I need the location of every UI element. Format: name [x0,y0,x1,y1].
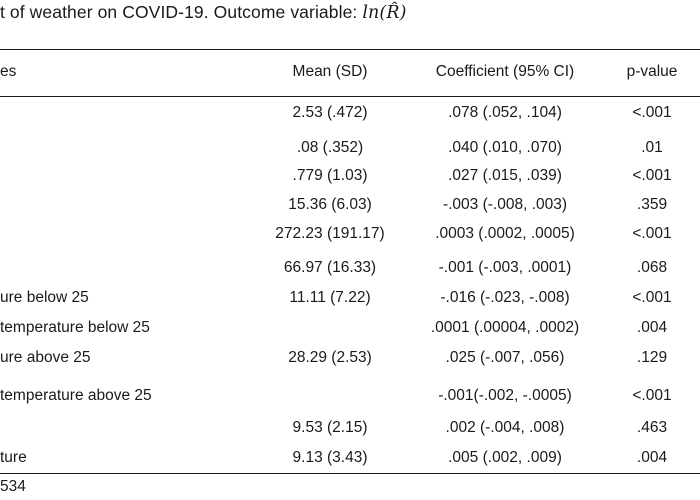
cell-coefficient: -.016 (-.023, -.008) [440,289,570,306]
cell-p-value: .004 [636,449,668,466]
header-p-value: p-value [626,63,678,80]
cell-p-value: .359 [636,196,668,213]
cell-mean: 9.13 (3.43) [292,449,368,466]
cell-coefficient: .0001 (.00004, .0002) [430,319,580,336]
caption-math: ln(R̂) [362,3,407,23]
cell-coefficient: .027 (.015, .039) [448,167,562,184]
cell-coefficient: -.003 (-.008, .003) [442,196,568,213]
cell-p-value: .01 [641,139,663,156]
cell-coefficient: .005 (.002, .009) [448,449,562,466]
cell-p-value: <.001 [632,289,672,306]
cell-mean: 66.97 (16.33) [283,259,377,276]
cell-mean: .779 (1.03) [292,167,368,184]
cell-mean: 2.53 (.472) [292,104,368,121]
cell-p-value: <.001 [632,104,672,121]
table-top-rule [0,49,700,50]
cell-coefficient: .002 (-.004, .008) [445,419,565,436]
cell-coefficient: -.001(-.002, -.0005) [438,387,572,404]
cell-variable: ure above 25 [0,349,91,366]
cell-p-value: <.001 [632,387,672,404]
cell-variable: ture [0,449,27,466]
cell-mean: 9.53 (2.15) [292,419,368,436]
cell-p-value: .068 [636,259,668,276]
header-variable: es [0,63,17,80]
cell-mean: .08 (.352) [296,139,364,156]
cell-p-value: .129 [636,349,668,366]
table-header-rule [0,96,700,97]
table-bottom-rule [0,473,700,474]
header-mean: Mean (SD) [292,63,368,80]
cell-coefficient: -.001 (-.003, .0001) [438,259,572,276]
cell-variable: ure below 25 [0,289,89,306]
cell-p-value: <.001 [632,167,672,184]
cell-p-value: <.001 [632,225,672,242]
cell-mean: 28.29 (2.53) [288,349,372,366]
cell-coefficient: .078 (.052, .104) [448,104,562,121]
table-footnote: 534 [0,478,26,495]
table-caption: t of weather on COVID-19. Outcome variab… [0,2,407,23]
cell-variable: temperature below 25 [0,319,150,336]
header-coefficient: Coefficient (95% CI) [435,63,575,80]
cell-mean: 15.36 (6.03) [288,196,372,213]
cell-variable: temperature above 25 [0,387,152,404]
cell-mean: 272.23 (191.17) [275,225,385,242]
cell-coefficient: .025 (-.007, .056) [445,349,565,366]
cell-p-value: .463 [636,419,668,436]
cell-coefficient: .040 (.010, .070) [448,139,562,156]
caption-text: t of weather on COVID-19. Outcome variab… [0,2,363,22]
cell-mean: 11.11 (7.22) [289,289,371,306]
cell-coefficient: .0003 (.0002, .0005) [435,225,575,242]
cell-p-value: .004 [636,319,668,336]
